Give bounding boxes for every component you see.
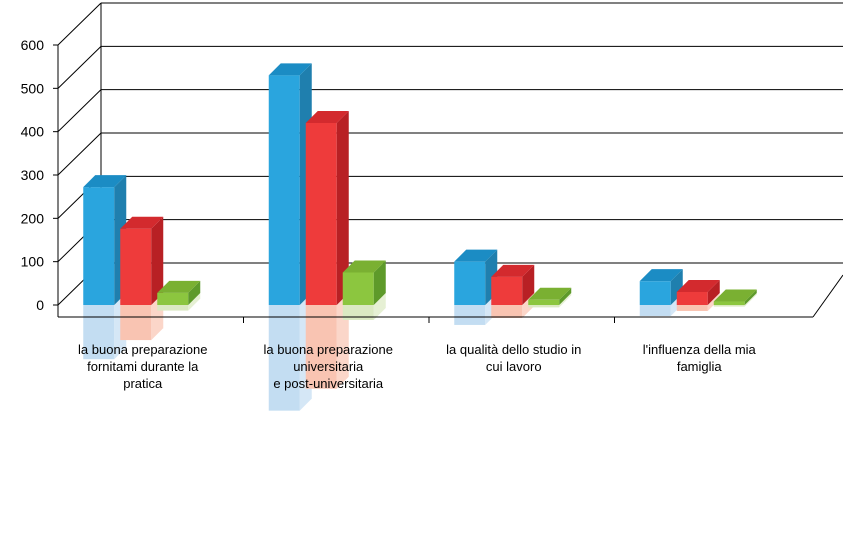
bar-reflection: [120, 305, 152, 341]
bar: [342, 272, 374, 305]
bar-top: [342, 260, 386, 273]
bar-side: [559, 287, 572, 305]
category-label-line: l'influenza della mia: [643, 342, 757, 357]
bar-side: [336, 111, 349, 305]
bar-reflection: [676, 305, 708, 311]
bar-top: [639, 269, 683, 282]
bar-side: [670, 269, 683, 305]
floor-right-edge: [812, 274, 843, 318]
category-label-line: fornitami durante la: [87, 359, 199, 374]
bar: [713, 301, 745, 305]
y-tick-label: 500: [21, 80, 45, 96]
bar-side: [522, 264, 535, 305]
grid-diagonal: [57, 45, 102, 89]
bar: [639, 281, 671, 305]
bar: [120, 228, 152, 305]
category-label-line: la buona preparazione: [78, 342, 207, 357]
bar-reflection: [83, 305, 115, 360]
bar-top: [454, 249, 498, 262]
bar-side: [707, 280, 720, 305]
category-labels: la buona preparazione fornitami durante l…: [78, 342, 756, 391]
y-tick-label: 200: [21, 210, 45, 226]
bar-side: [188, 280, 201, 305]
bar-reflection-side: [559, 293, 572, 308]
bar: [268, 75, 300, 305]
bar-reflection: [305, 305, 337, 389]
category-label: la qualità dello studio in cui lavoro: [446, 342, 581, 374]
y-tick-label: 400: [21, 124, 45, 140]
bar: [157, 292, 189, 305]
bar-side: [151, 216, 164, 305]
bar-reflection: [639, 305, 671, 316]
bar-top: [305, 111, 349, 123]
bar-top: [120, 216, 164, 229]
bar-top: [676, 280, 720, 292]
bar: [676, 292, 708, 305]
bar: [454, 261, 486, 305]
bar-reflection: [713, 305, 745, 307]
bar-side: [744, 289, 757, 305]
y-axis: 0 100 200 300 400 500 600: [21, 37, 59, 317]
bar: [305, 123, 337, 305]
category-label: la buona preparazione universitaria e post…: [264, 342, 393, 391]
bar-reflection-side: [373, 293, 386, 320]
grid-diagonal: [57, 2, 102, 46]
bar-top: [713, 289, 757, 302]
bar-reflection: [268, 305, 300, 411]
category-label-line: famiglia: [677, 359, 723, 374]
bar-reflection: [491, 305, 523, 318]
bar-reflection: [454, 305, 486, 325]
x-axis: [58, 274, 843, 323]
category-label-line: pratica: [123, 376, 163, 391]
category-label: l'influenza della mia famiglia: [643, 342, 757, 374]
bar-top: [491, 264, 535, 277]
y-tick-label: 0: [36, 297, 44, 313]
bar: [83, 187, 115, 305]
bar-reflection: [528, 305, 560, 308]
bar-top: [268, 63, 312, 76]
category-label-line: la qualità dello studio in: [446, 342, 581, 357]
bar-side: [373, 260, 386, 305]
category-label-line: cui lavoro: [486, 359, 542, 374]
grid-diagonal: [57, 89, 102, 133]
category-label-line: la buona preparazione: [264, 342, 393, 357]
bar-reflection: [157, 305, 189, 311]
y-tick-label: 600: [21, 37, 45, 53]
category-label: la buona preparazione fornitami durante l…: [78, 342, 207, 391]
bar-reflection-side: [188, 293, 201, 311]
category-label-line: universitaria: [293, 359, 364, 374]
category-label-line: e post-universitaria: [273, 376, 384, 391]
bar: [491, 276, 523, 305]
bar-top: [528, 287, 572, 300]
bar-reflection: [342, 305, 374, 320]
y-tick-label: 100: [21, 254, 45, 270]
bars: [83, 63, 757, 306]
grid-lines: [57, 2, 843, 306]
bar-reflection-side: [744, 293, 757, 307]
bar-top: [83, 175, 127, 188]
y-tick-label: 300: [21, 167, 45, 183]
bar-top: [157, 280, 201, 293]
grid-diagonal: [57, 132, 102, 176]
bar: [528, 299, 560, 305]
